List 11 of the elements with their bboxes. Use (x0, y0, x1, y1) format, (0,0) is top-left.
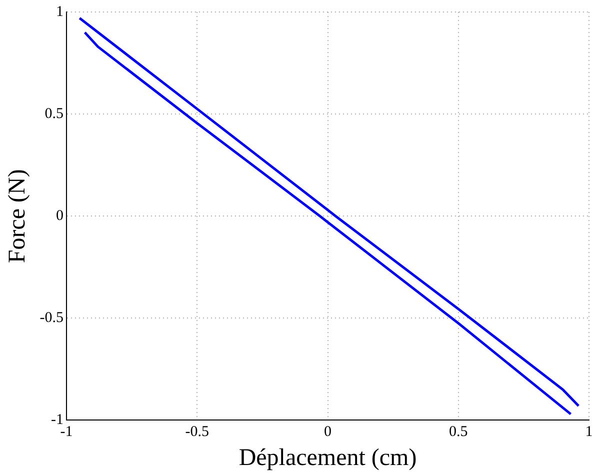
y-axis-title: Force (N) (4, 169, 31, 264)
x-tick-label: -0.5 (185, 424, 210, 440)
x-tick-label: 0.5 (449, 424, 468, 440)
y-tick-label: 1 (56, 4, 64, 20)
x-tick-label: 0 (324, 424, 332, 440)
x-tick-label: 1 (585, 424, 593, 440)
y-tick-label: -0.5 (40, 310, 64, 326)
y-tick-label: -1 (51, 412, 64, 428)
y-tick-label: 0 (56, 208, 64, 224)
x-axis-title: Déplacement (cm) (238, 444, 417, 471)
y-tick-label: 0.5 (44, 106, 64, 122)
